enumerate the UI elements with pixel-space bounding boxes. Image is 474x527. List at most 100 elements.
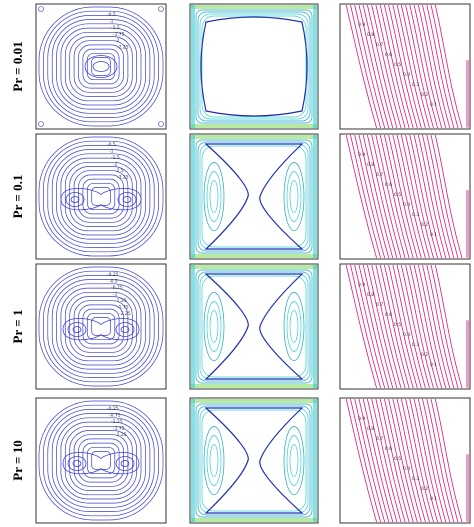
isotherm bbox=[358, 4, 390, 129]
stream-level-label: -0.25 bbox=[107, 406, 119, 412]
isotherm bbox=[392, 398, 422, 523]
temp-level-label: 0.6 bbox=[385, 446, 392, 452]
isotherm bbox=[358, 134, 390, 259]
streamline-eddy bbox=[67, 456, 87, 471]
isotherm bbox=[362, 4, 394, 129]
isotherm bbox=[430, 134, 459, 259]
stream-level-label: -0.5 bbox=[107, 12, 116, 18]
isotherm bbox=[417, 398, 447, 523]
temp-level-label: 0.1 bbox=[430, 362, 437, 368]
isotherm bbox=[400, 4, 430, 129]
isotherm bbox=[430, 264, 459, 389]
panel-border bbox=[339, 3, 471, 130]
stream-level-label: -1 bbox=[109, 149, 114, 155]
streamline-core bbox=[92, 61, 110, 72]
row-label: Pr = 0.01 bbox=[10, 41, 25, 91]
vorticity-wall-layer bbox=[191, 135, 195, 258]
isotherm bbox=[396, 4, 426, 129]
temp-level-label: 0.9 bbox=[358, 282, 365, 288]
vorticity-wall-layer bbox=[313, 399, 317, 522]
panel-frame bbox=[35, 263, 167, 390]
vorticity-contour bbox=[201, 145, 307, 248]
isotherm bbox=[417, 4, 447, 129]
streamline bbox=[64, 31, 137, 102]
streamline bbox=[78, 44, 124, 89]
vorticity-contour bbox=[201, 409, 307, 512]
vorticity-contour bbox=[197, 11, 311, 122]
streamline-eddy bbox=[72, 460, 82, 467]
isotherm bbox=[350, 4, 381, 129]
panel-border bbox=[189, 263, 319, 390]
isotherm bbox=[430, 398, 459, 523]
temp-level-label: 0.9 bbox=[358, 22, 365, 28]
streamline bbox=[73, 434, 129, 487]
vorticity-contour bbox=[195, 139, 313, 254]
streamline bbox=[69, 36, 133, 97]
isotherm-wall-band bbox=[466, 320, 469, 388]
isotherm bbox=[434, 264, 463, 389]
streamline bbox=[60, 287, 142, 366]
isotherm bbox=[392, 4, 422, 129]
streamline-eddy bbox=[65, 192, 85, 207]
row-label: Pr = 0.1 bbox=[10, 175, 25, 219]
isotherm bbox=[371, 4, 402, 129]
panel-border bbox=[35, 263, 167, 390]
isotherm bbox=[426, 264, 455, 389]
streamline bbox=[43, 404, 159, 517]
streamline bbox=[56, 153, 146, 240]
stream-level-label: -0.75 bbox=[111, 285, 123, 291]
isotherm bbox=[379, 264, 410, 389]
stream-level-label: -1.75 bbox=[117, 305, 129, 311]
vorticity-side-lobe bbox=[206, 435, 222, 486]
streamline bbox=[69, 166, 133, 227]
isotherm bbox=[405, 4, 434, 129]
panel-border bbox=[339, 397, 471, 524]
temp-level-label: 0.5 bbox=[394, 62, 401, 68]
isotherm bbox=[422, 4, 451, 129]
vorticity-core-contour bbox=[204, 407, 304, 514]
temp-level-label: 0.6 bbox=[385, 182, 392, 188]
temp-level-label: 0.3 bbox=[412, 476, 419, 482]
isotherm bbox=[434, 134, 463, 259]
stream-level-label: -2.25 bbox=[119, 311, 131, 317]
streamline bbox=[73, 300, 129, 353]
temp-level-label: 0.2 bbox=[421, 92, 428, 98]
stream-level-label: -1.25 bbox=[111, 419, 123, 425]
row-label: Pr = 10 bbox=[10, 440, 25, 480]
stream-level-label: -2 bbox=[113, 162, 118, 168]
panel-stream: -0.5-1-1.5-2-2.5-3.25 bbox=[35, 133, 167, 260]
panel-border bbox=[189, 133, 319, 260]
streamline bbox=[43, 10, 159, 123]
streamline bbox=[69, 296, 133, 357]
temp-level-label: 0.2 bbox=[421, 222, 428, 228]
vorticity-side-lobe bbox=[209, 310, 219, 343]
isotherm bbox=[396, 398, 426, 523]
vorticity-contour bbox=[197, 141, 311, 252]
isotherm bbox=[375, 134, 406, 259]
isotherm bbox=[422, 264, 451, 389]
isotherm bbox=[430, 4, 459, 129]
vorticity-side-lobe bbox=[286, 171, 302, 222]
streamline-peanut bbox=[60, 187, 142, 211]
vorticity-side-lobe bbox=[206, 171, 222, 222]
streamline bbox=[51, 149, 151, 244]
vorticity-wall-layer bbox=[191, 384, 317, 388]
temp-level-label: 0.6 bbox=[385, 312, 392, 318]
streamline-eddy bbox=[120, 460, 130, 467]
isotherm bbox=[384, 134, 414, 259]
row: Pr = 0.01 -0.5-1-1.5-1.75-2-2.25 0.90.80.7… bbox=[10, 3, 471, 130]
isotherm bbox=[400, 398, 430, 523]
isotherm bbox=[405, 134, 434, 259]
streamline-eddy bbox=[115, 322, 135, 337]
temp-level-label: 0.4 bbox=[403, 202, 410, 208]
vorticity-wall-layer bbox=[191, 399, 195, 522]
streamline bbox=[47, 275, 155, 378]
vorticity-side-lobe bbox=[206, 301, 222, 352]
streamline-eddy bbox=[115, 456, 135, 471]
isotherm bbox=[392, 264, 422, 389]
panel-stream: -0.5-1-1.5-1.75-2-2.25 bbox=[35, 3, 167, 130]
isotherm bbox=[345, 4, 377, 129]
temp-level-label: 0.9 bbox=[358, 152, 365, 158]
temp-level-label: 0.5 bbox=[394, 322, 401, 328]
streamline-core bbox=[84, 55, 118, 78]
